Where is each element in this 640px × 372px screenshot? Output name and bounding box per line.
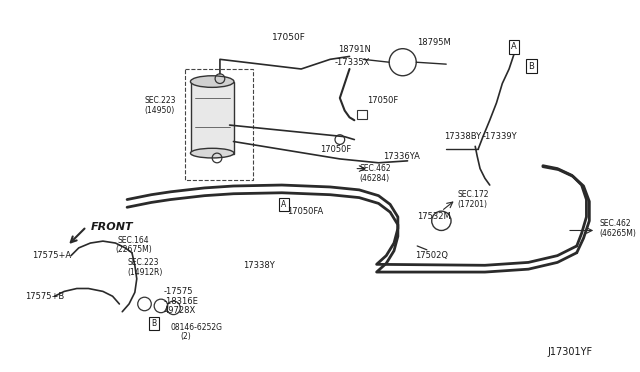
Text: (2): (2) xyxy=(180,332,191,341)
Text: SEC.462: SEC.462 xyxy=(599,219,630,228)
Text: B: B xyxy=(529,62,534,71)
Bar xyxy=(357,110,367,119)
Text: 17575+A: 17575+A xyxy=(33,251,72,260)
Text: (14950): (14950) xyxy=(145,106,175,115)
Text: (17201): (17201) xyxy=(458,200,488,209)
Text: -17575: -17575 xyxy=(164,287,193,296)
Text: -17339Y: -17339Y xyxy=(483,132,518,141)
Text: SEC.223: SEC.223 xyxy=(127,258,159,267)
Text: 18795M: 18795M xyxy=(417,38,451,47)
Text: (22675M): (22675M) xyxy=(115,245,152,254)
Text: 17338BY: 17338BY xyxy=(444,132,481,141)
Text: 17336YA: 17336YA xyxy=(383,151,420,161)
Text: B: B xyxy=(152,319,157,328)
Ellipse shape xyxy=(191,148,234,158)
Text: 17050FA: 17050FA xyxy=(287,206,323,216)
Text: SEC.172: SEC.172 xyxy=(458,190,490,199)
Text: 18791N: 18791N xyxy=(338,45,371,54)
Text: -17335X: -17335X xyxy=(335,58,371,67)
Text: SEC.164: SEC.164 xyxy=(117,235,149,245)
Text: 17050F: 17050F xyxy=(272,33,306,42)
Text: 08146-6252G: 08146-6252G xyxy=(171,323,223,332)
Text: 17050F: 17050F xyxy=(321,145,352,154)
Text: 17050F: 17050F xyxy=(367,96,398,105)
Text: A: A xyxy=(281,200,286,209)
Text: 17338Y: 17338Y xyxy=(243,261,275,270)
Text: 17532M: 17532M xyxy=(417,212,451,221)
Text: J17301YF: J17301YF xyxy=(548,347,593,357)
Text: (46265M): (46265M) xyxy=(599,229,636,238)
Ellipse shape xyxy=(191,76,234,87)
Text: SEC.223: SEC.223 xyxy=(145,96,176,105)
Text: 49728X: 49728X xyxy=(164,306,196,315)
Text: 17502Q: 17502Q xyxy=(415,251,448,260)
Text: 17575+B: 17575+B xyxy=(26,292,65,301)
Text: (14912R): (14912R) xyxy=(127,267,163,276)
Bar xyxy=(191,81,234,154)
Text: (46284): (46284) xyxy=(359,174,389,183)
Text: -18316E: -18316E xyxy=(164,296,199,305)
Text: SEC.462: SEC.462 xyxy=(359,164,391,173)
Text: A: A xyxy=(511,42,516,51)
Text: FRONT: FRONT xyxy=(90,222,133,232)
